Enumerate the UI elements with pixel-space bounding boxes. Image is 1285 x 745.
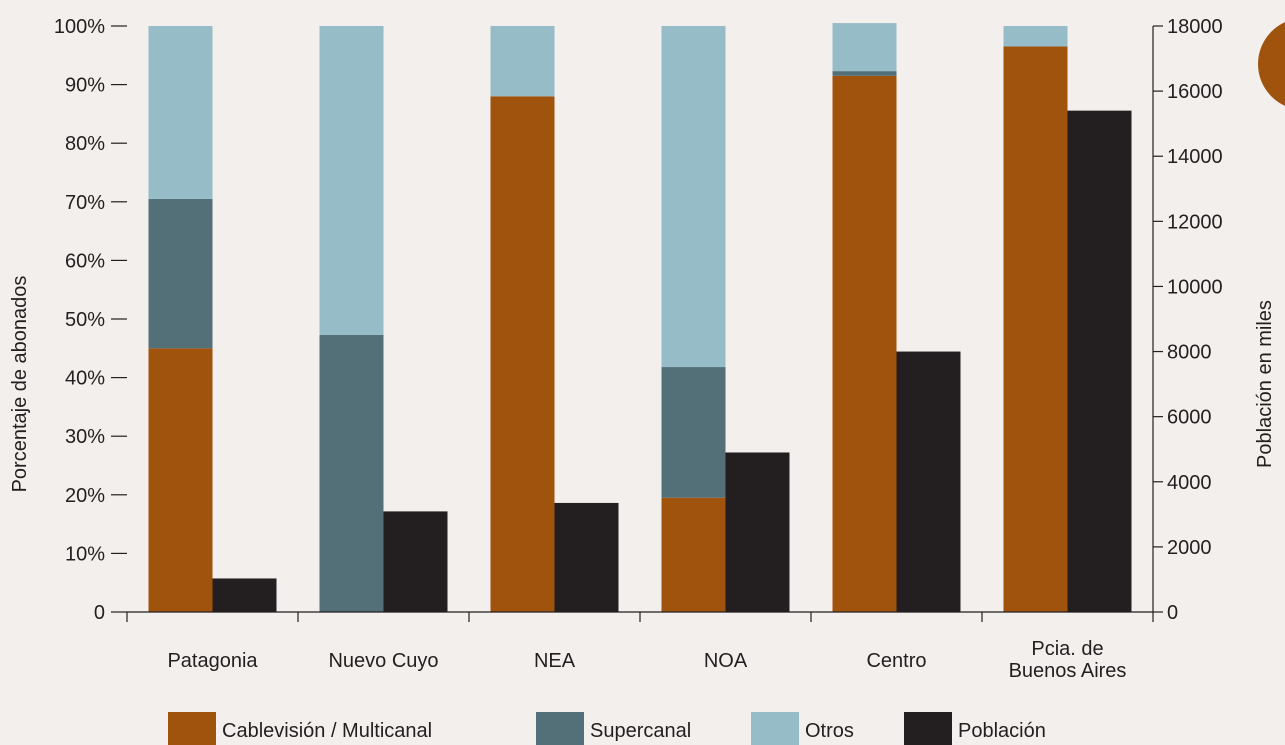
- y-tick-label-right: 2000: [1167, 537, 1212, 559]
- y-tick-label-left: 50%: [65, 309, 105, 331]
- bar-poblacion-0: [212, 578, 277, 612]
- x-tick-label: Nuevo Cuyo: [328, 650, 438, 672]
- legend-swatch: [168, 712, 216, 745]
- y-axis-label-right: Población en miles: [1254, 300, 1276, 468]
- legend: Cablevisión / Multicanal Supercanal Otros P…: [168, 712, 1046, 745]
- bar-supercanal-4: [832, 71, 897, 76]
- bar-poblacion-5: [1067, 110, 1132, 613]
- y-tick-label-right: 12000: [1167, 211, 1223, 233]
- y-tick-label-right: 0: [1167, 602, 1178, 624]
- y-tick-label-left: 90%: [65, 75, 105, 97]
- y-tick-label-left: 0: [94, 602, 105, 624]
- x-tick-label: Patagonia: [167, 650, 258, 672]
- y-tick-label-left: 30%: [65, 426, 105, 448]
- bar-cablevisi-n-multicanal-5: [1003, 46, 1068, 612]
- legend-label: Supercanal: [590, 720, 691, 742]
- y-tick-label-left: 70%: [65, 192, 105, 214]
- y-tick-label-left: 20%: [65, 485, 105, 507]
- bar-cablevisi-n-multicanal-0: [148, 348, 213, 612]
- y-tick-label-right: 18000: [1167, 16, 1223, 38]
- bar-supercanal-3: [661, 367, 726, 498]
- bar-poblacion-4: [896, 351, 961, 612]
- bar-poblacion-3: [725, 452, 790, 612]
- legend-swatch: [904, 712, 952, 745]
- bar-cablevisi-n-multicanal-3: [661, 497, 726, 612]
- bar-cablevisi-n-multicanal-4: [832, 75, 897, 612]
- bar-poblacion-1: [383, 511, 448, 612]
- y-tick-label-left: 10%: [65, 543, 105, 565]
- legend-label: Otros: [805, 720, 854, 742]
- y-tick-label-left: 60%: [65, 250, 105, 272]
- x-tick-label: Pcia. de Buenos Aires: [1009, 638, 1127, 682]
- y-tick-label-right: 16000: [1167, 81, 1223, 103]
- legend-swatch: [751, 712, 799, 745]
- legend-label: Cablevisión / Multicanal: [222, 720, 432, 742]
- bar-otros-5: [1003, 26, 1068, 47]
- chart-axes: Patagonia Nuevo Cuyo NEA NOA Centro Pcia. de B…: [54, 16, 1223, 682]
- bar-otros-0: [148, 26, 213, 199]
- y-tick-label-left: 100%: [54, 16, 105, 38]
- y-tick-label-right: 6000: [1167, 407, 1212, 429]
- x-tick-label: Centro: [866, 650, 926, 672]
- y-tick-label-right: 8000: [1167, 342, 1212, 364]
- legend-swatch: [536, 712, 584, 745]
- bar-otros-2: [490, 26, 555, 97]
- bar-supercanal-0: [148, 198, 213, 349]
- legend-label: Población: [958, 720, 1046, 742]
- bar-cablevisi-n-multicanal-2: [490, 96, 555, 612]
- bar-otros-1: [319, 26, 384, 335]
- x-tick-label: NOA: [704, 650, 748, 672]
- y-tick-label-right: 4000: [1167, 472, 1212, 494]
- y-tick-label-right: 14000: [1167, 146, 1223, 168]
- chart-marks: [148, 23, 1132, 613]
- bar-otros-3: [661, 26, 726, 368]
- bar-poblacion-2: [554, 502, 619, 612]
- decorative-accent-circle: [1258, 22, 1285, 106]
- bar-supercanal-1: [319, 334, 384, 612]
- y-axis-label-left: Porcentaje de abonados: [9, 276, 31, 493]
- y-tick-label-left: 80%: [65, 133, 105, 155]
- y-tick-label-left: 40%: [65, 368, 105, 390]
- y-tick-label-right: 10000: [1167, 276, 1223, 298]
- x-tick-label: NEA: [534, 650, 576, 672]
- bar-otros-4: [832, 23, 897, 72]
